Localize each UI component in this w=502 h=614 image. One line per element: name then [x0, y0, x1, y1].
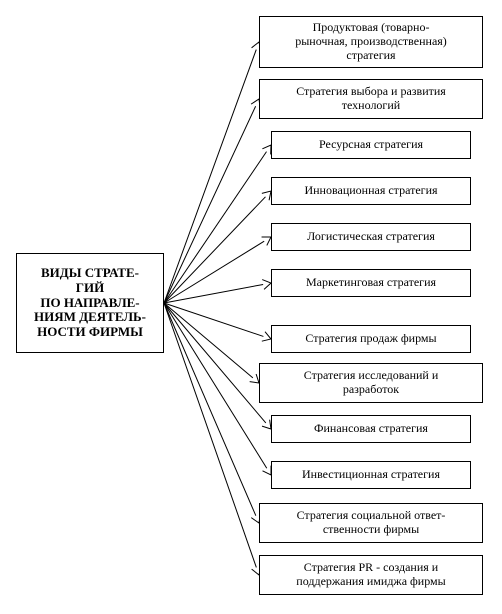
- edge-4: [164, 241, 264, 303]
- arrowhead-7: [250, 374, 259, 383]
- edge-8: [164, 303, 266, 423]
- leaf-node-8: Финансовая стратегия: [271, 415, 471, 443]
- arrowhead-9: [263, 466, 271, 475]
- leaf-label-4: Логистическая стратегия: [307, 230, 435, 244]
- edge-5: [164, 284, 263, 303]
- root-node: ВИДЫ СТРАТЕ-ГИЙПО НАПРАВЛЕ-НИЯМ ДЕЯТЕЛЬ-…: [16, 253, 164, 353]
- leaf-label-11: Стратегия PR - создания иподдержания ими…: [296, 561, 445, 589]
- leaf-node-3: Инновационная стратегия: [271, 177, 471, 205]
- leaf-label-6: Стратегия продаж фирмы: [305, 332, 436, 346]
- arrowhead-5: [262, 280, 271, 290]
- leaf-node-10: Стратегия социальной ответ-ственности фи…: [259, 503, 483, 543]
- edge-3: [164, 197, 265, 303]
- arrowhead-6: [262, 332, 271, 341]
- leaf-node-6: Стратегия продаж фирмы: [271, 325, 471, 353]
- leaf-node-4: Логистическая стратегия: [271, 223, 471, 251]
- edge-9: [164, 303, 267, 468]
- leaf-label-8: Финансовая стратегия: [314, 422, 428, 436]
- edge-7: [164, 303, 253, 378]
- leaf-node-2: Ресурсная стратегия: [271, 131, 471, 159]
- arrowhead-2: [262, 145, 271, 154]
- edge-10: [164, 303, 256, 516]
- leaf-node-9: Инвестиционная стратегия: [271, 461, 471, 489]
- leaf-label-9: Инвестиционная стратегия: [302, 468, 440, 482]
- leaf-label-5: Маркетинговая стратегия: [306, 276, 436, 290]
- leaf-label-3: Инновационная стратегия: [304, 184, 437, 198]
- leaf-node-7: Стратегия исследований иразработок: [259, 363, 483, 403]
- leaf-node-0: Продуктовая (товарно-рыночная, производс…: [259, 16, 483, 68]
- edge-6: [164, 303, 263, 336]
- leaf-label-7: Стратегия исследований иразработок: [304, 369, 439, 397]
- edge-1: [164, 106, 256, 303]
- arrowhead-3: [262, 191, 271, 200]
- root-label: ВИДЫ СТРАТЕ-ГИЙПО НАПРАВЛЕ-НИЯМ ДЕЯТЕЛЬ-…: [34, 266, 146, 341]
- edge-11: [164, 303, 256, 567]
- edge-0: [164, 50, 256, 303]
- edge-2: [164, 152, 267, 303]
- leaf-label-2: Ресурсная стратегия: [319, 138, 423, 152]
- arrowhead-4: [262, 237, 271, 246]
- diagram-canvas: { "canvas": { "width": 502, "height": 61…: [0, 0, 502, 614]
- arrowhead-8: [262, 420, 271, 429]
- leaf-node-1: Стратегия выбора и развитиятехнологий: [259, 79, 483, 119]
- leaf-label-0: Продуктовая (товарно-рыночная, производс…: [295, 21, 447, 62]
- leaf-node-11: Стратегия PR - создания иподдержания ими…: [259, 555, 483, 595]
- leaf-label-1: Стратегия выбора и развитиятехнологий: [296, 85, 446, 113]
- leaf-node-5: Маркетинговая стратегия: [271, 269, 471, 297]
- leaf-label-10: Стратегия социальной ответ-ственности фи…: [297, 509, 446, 537]
